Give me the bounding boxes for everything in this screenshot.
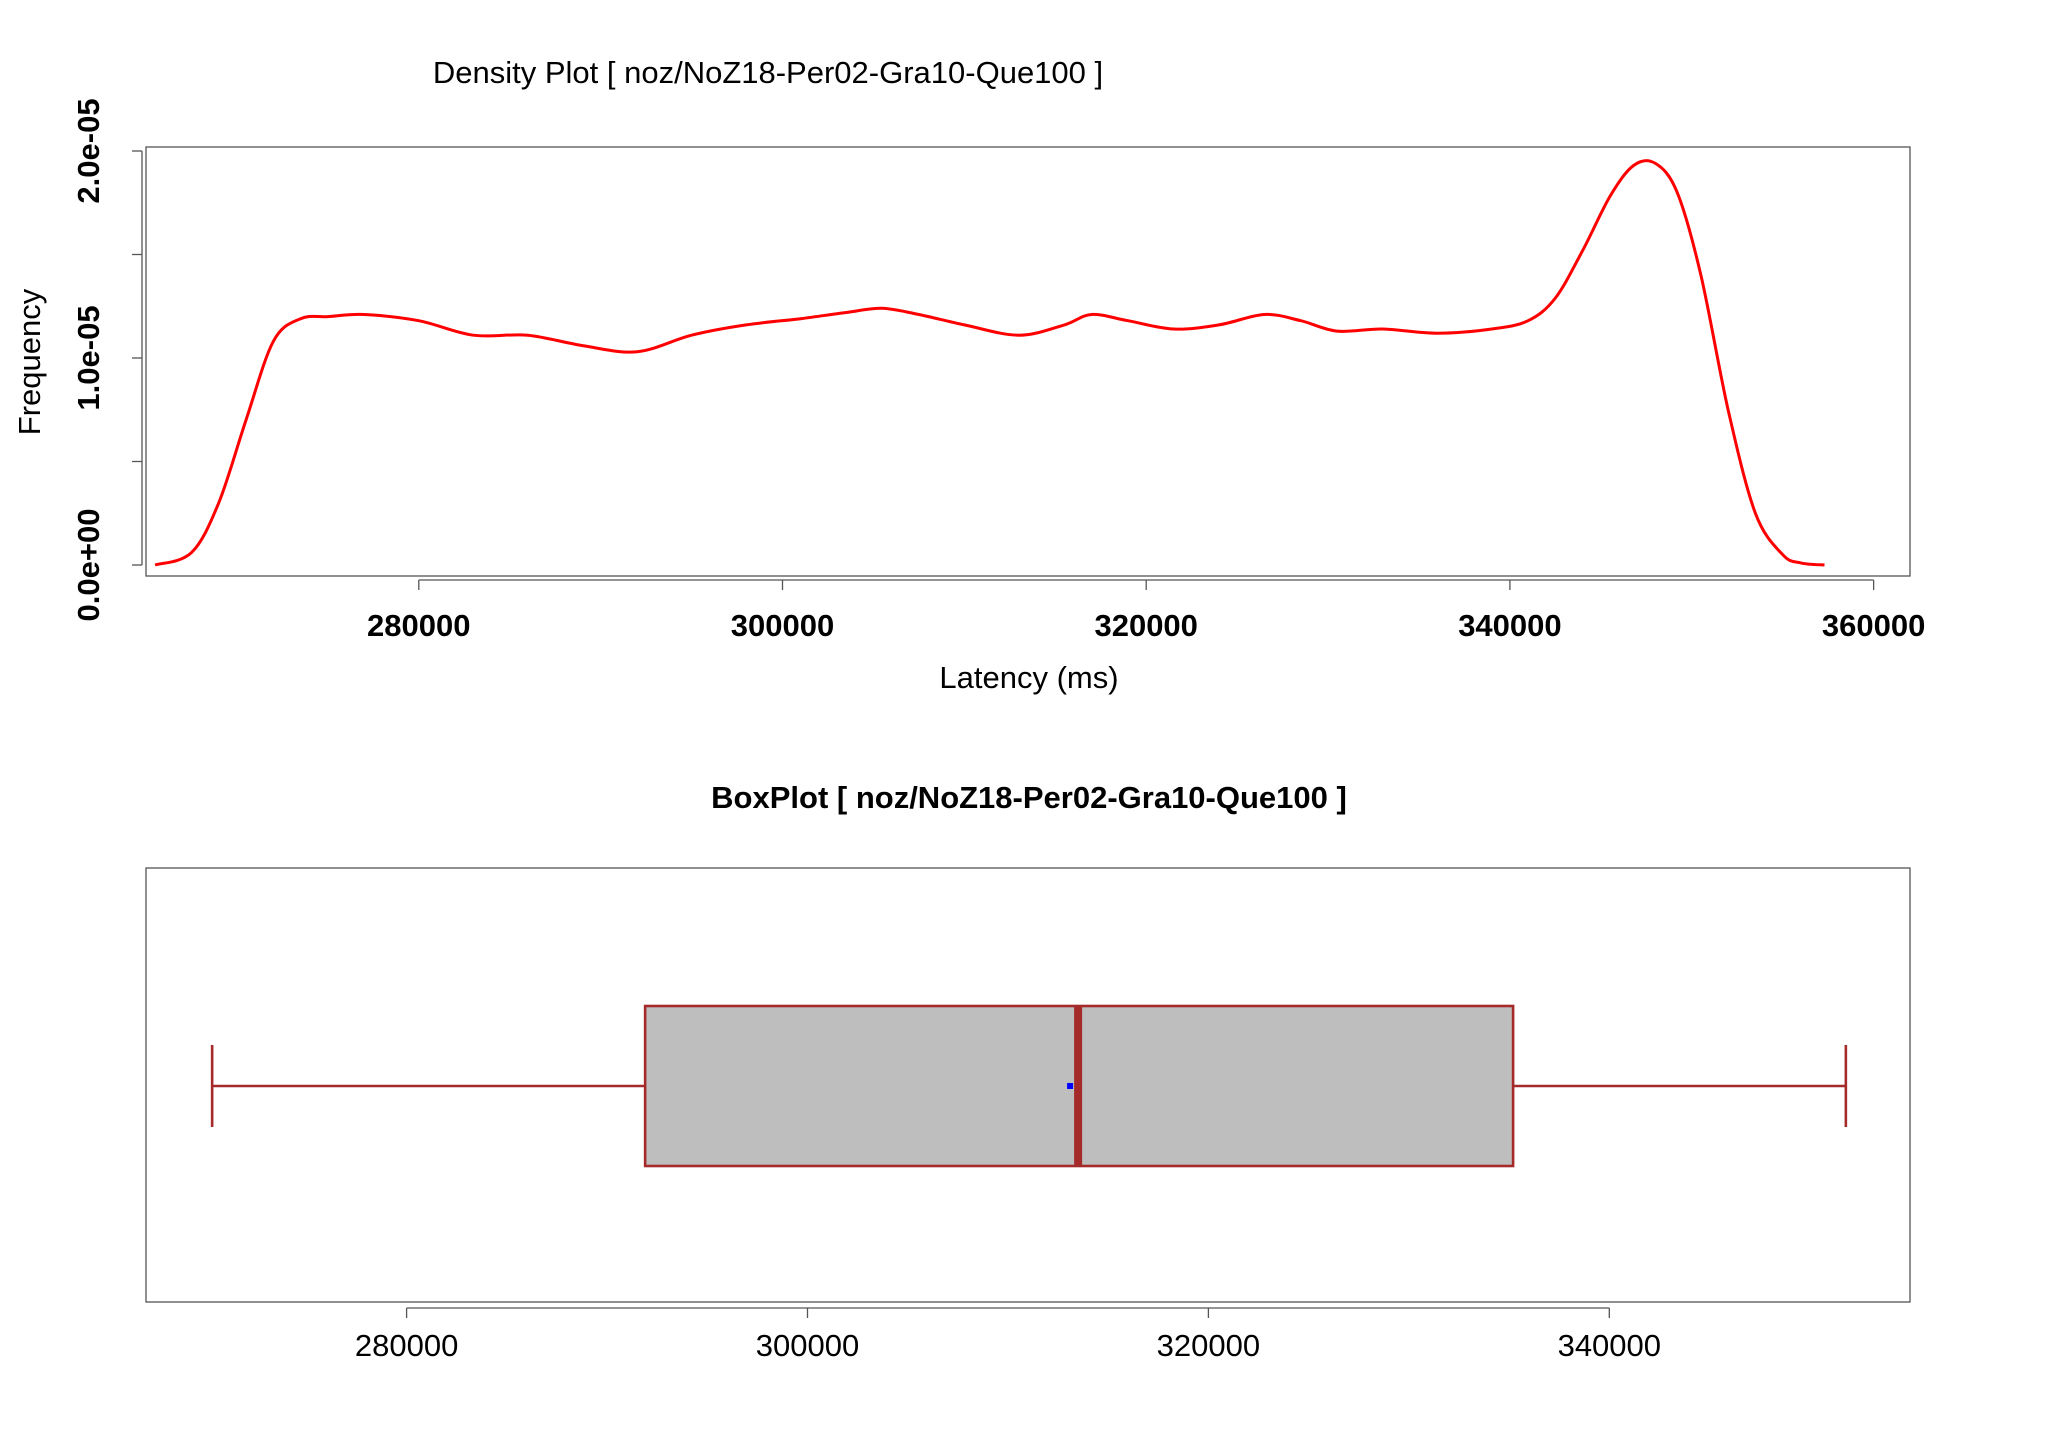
boxplot-x-tick-label: 300000 xyxy=(756,1328,859,1363)
density-x-tick-label: 280000 xyxy=(367,608,470,643)
density-y-tick-label: 1.0e-05 xyxy=(71,305,106,410)
density-y-tick-label: 2.0e-05 xyxy=(71,98,106,203)
boxplot-x-tick-label: 320000 xyxy=(1157,1328,1260,1363)
boxplot-axes: 280000 300000 320000 340000 xyxy=(355,1307,1661,1363)
boxplot-frame xyxy=(145,867,1911,1303)
boxplot-panel: BoxPlot [ noz/NoZ18-Per02-Gra10-Que100 ]… xyxy=(145,780,1911,1363)
density-plot-frame xyxy=(145,146,1911,577)
boxplot-box-group xyxy=(210,1004,1848,1168)
density-curve xyxy=(154,159,1825,567)
density-panel: Density Plot [ noz/NoZ18-Per02-Gra10-Que… xyxy=(12,55,1925,695)
density-x-tick-label: 340000 xyxy=(1458,608,1561,643)
density-y-tick-label: 0.0e+00 xyxy=(71,509,106,622)
boxplot-title: BoxPlot [ noz/NoZ18-Per02-Gra10-Que100 ] xyxy=(711,780,1347,815)
boxplot-mean-marker xyxy=(1067,1083,1074,1089)
density-title: Density Plot [ noz/NoZ18-Per02-Gra10-Que… xyxy=(433,55,1103,90)
boxplot-x-tick-label: 280000 xyxy=(355,1328,458,1363)
density-x-tick-label: 360000 xyxy=(1822,608,1925,643)
density-x-tick-label: 320000 xyxy=(1094,608,1197,643)
density-axes: 280000 300000 320000 340000 360000 0.0e+00 1.0… xyxy=(71,98,1925,643)
density-x-axis-label: Latency (ms) xyxy=(939,660,1118,695)
density-x-tick-label: 300000 xyxy=(731,608,834,643)
boxplot-x-tick-label: 340000 xyxy=(1558,1328,1661,1363)
density-y-axis-label: Frequency xyxy=(12,288,47,435)
